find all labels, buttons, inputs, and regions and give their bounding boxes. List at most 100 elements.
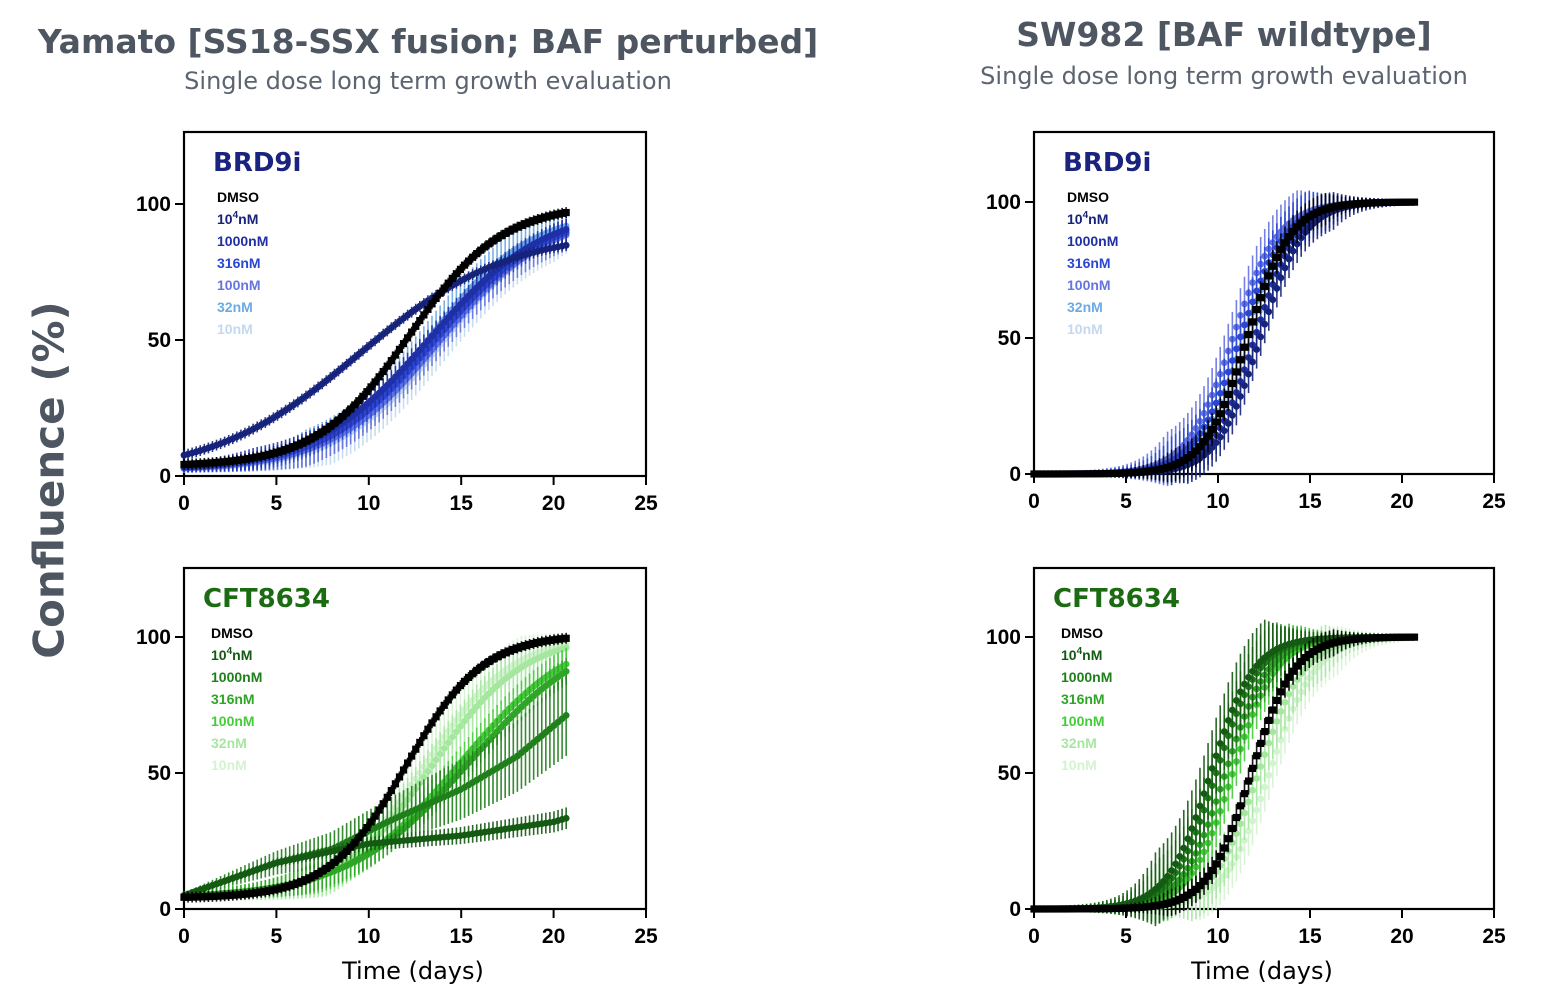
data-point — [379, 800, 387, 808]
data-point — [1293, 223, 1301, 231]
data-point — [404, 334, 412, 342]
data-point — [1398, 198, 1406, 206]
data-point — [1070, 470, 1079, 478]
data-point — [1237, 333, 1244, 341]
data-point — [562, 226, 570, 233]
data-point — [351, 401, 359, 409]
data-point — [330, 858, 339, 866]
data-point — [1253, 287, 1261, 295]
data-point — [221, 458, 229, 466]
data-point — [1281, 698, 1289, 706]
x-tick-label: 20 — [1390, 490, 1413, 513]
data-point — [192, 460, 200, 468]
panel-label: CFT8634 — [203, 584, 330, 614]
data-point — [465, 712, 472, 720]
data-point — [277, 884, 286, 892]
data-point — [538, 638, 546, 646]
data-point — [355, 397, 363, 405]
data-point — [355, 834, 363, 842]
data-point — [347, 843, 355, 851]
data-point — [1249, 358, 1256, 366]
data-point — [221, 892, 229, 900]
x-tick-label: 0 — [178, 492, 190, 515]
data-point — [363, 823, 371, 832]
data-point — [1261, 282, 1269, 290]
data-point — [1066, 470, 1075, 478]
data-point — [1163, 463, 1172, 471]
data-point — [473, 666, 481, 674]
data-point — [208, 892, 217, 900]
data-point — [546, 212, 554, 220]
data-point — [1293, 240, 1301, 248]
data-point — [1265, 739, 1273, 747]
x-tick-label: 10 — [357, 925, 380, 948]
data-point — [237, 456, 245, 464]
y-tick-label: 50 — [148, 762, 171, 785]
data-point — [387, 377, 395, 385]
data-point — [359, 392, 367, 400]
data-point — [1265, 308, 1273, 316]
legend-entry: 316nM — [217, 255, 261, 271]
plot-frame — [1032, 130, 1496, 476]
data-point — [334, 855, 343, 863]
data-point — [1273, 717, 1281, 725]
data-point — [306, 874, 314, 882]
data-point — [1289, 683, 1297, 690]
data-point — [180, 460, 188, 469]
data-point — [1253, 305, 1261, 314]
data-point — [1224, 420, 1232, 427]
data-point — [1103, 469, 1111, 478]
data-point — [196, 460, 204, 468]
panel-label: BRD9i — [213, 148, 301, 178]
data-point — [469, 253, 477, 261]
data-point — [302, 876, 310, 884]
panel-sw982-brd9: 0 50 100 0 5 10 15 20 25 BRD9i DMSO 104nM 1000nM 316n… — [986, 130, 1506, 513]
data-point — [338, 412, 347, 421]
series-104 — [180, 239, 570, 461]
data-point — [310, 872, 318, 880]
data-point — [530, 639, 538, 648]
data-point — [538, 214, 546, 222]
data-point — [282, 883, 290, 891]
data-point — [1147, 467, 1155, 475]
data-point — [286, 882, 294, 890]
x-tick-label: 25 — [634, 492, 658, 515]
data-point — [562, 667, 570, 675]
data-point — [371, 812, 379, 820]
data-point — [1216, 433, 1224, 441]
data-point — [1176, 458, 1184, 467]
x-axis-label: Time (days) — [341, 957, 484, 985]
data-point — [306, 435, 314, 443]
data-point — [1390, 198, 1398, 206]
legend-entry: 100nM — [1067, 277, 1111, 293]
data-point — [326, 422, 334, 430]
data-point — [1277, 274, 1285, 282]
data-point — [521, 641, 530, 650]
data-point — [469, 707, 477, 715]
data-point — [489, 732, 497, 740]
series-DMSO — [180, 207, 570, 470]
data-point — [1277, 246, 1285, 254]
data-point — [1139, 468, 1147, 476]
legend-entry: 10nM — [217, 321, 253, 337]
data-point — [1293, 676, 1301, 684]
data-point — [1184, 454, 1192, 462]
data-point — [530, 217, 538, 225]
data-point — [554, 635, 562, 643]
data-point — [1410, 198, 1419, 206]
data-point — [1240, 343, 1249, 351]
data-point — [241, 890, 249, 898]
data-point — [1038, 470, 1046, 478]
data-point — [525, 218, 534, 226]
data-point — [1220, 379, 1228, 387]
data-point — [1233, 345, 1240, 353]
data-point — [391, 780, 400, 788]
data-point — [363, 388, 371, 396]
data-point — [1289, 227, 1297, 236]
data-point — [1050, 470, 1058, 478]
x-tick-label: 25 — [1482, 490, 1506, 513]
data-point — [387, 787, 395, 795]
data-point — [257, 452, 265, 460]
data-point — [1273, 284, 1281, 292]
data-point — [1107, 469, 1115, 478]
